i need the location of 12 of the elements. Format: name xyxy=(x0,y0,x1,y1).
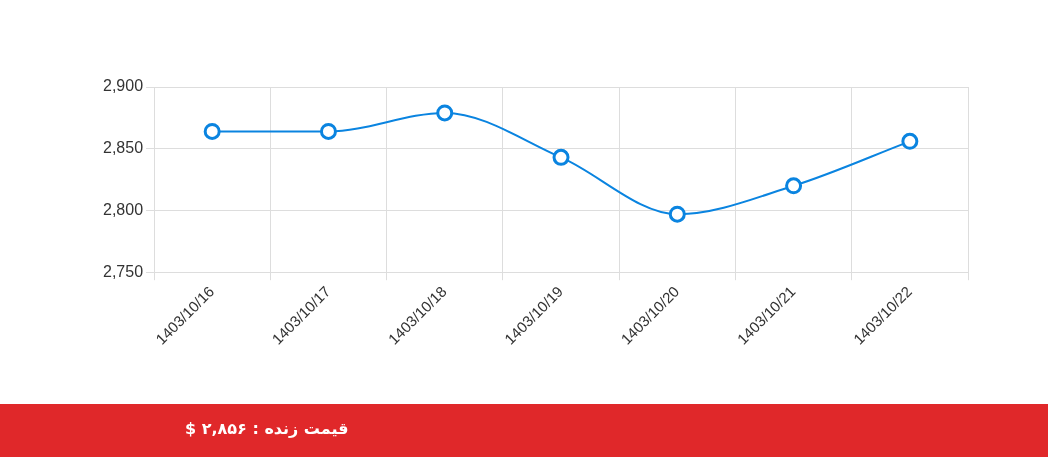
point xyxy=(319,122,337,140)
text: قیمت زنده : ۲,۸۵۶ $ xyxy=(185,419,349,438)
y-tick-label: 2,900 xyxy=(102,77,144,95)
point xyxy=(901,132,919,150)
y-tick-label: 2,750 xyxy=(102,262,144,280)
point xyxy=(203,122,221,140)
point xyxy=(668,205,686,223)
point xyxy=(785,177,803,195)
point xyxy=(552,148,570,166)
point xyxy=(436,104,454,122)
y-tick-label: 2,800 xyxy=(102,200,144,218)
y-tick-label: 2,850 xyxy=(102,139,144,157)
